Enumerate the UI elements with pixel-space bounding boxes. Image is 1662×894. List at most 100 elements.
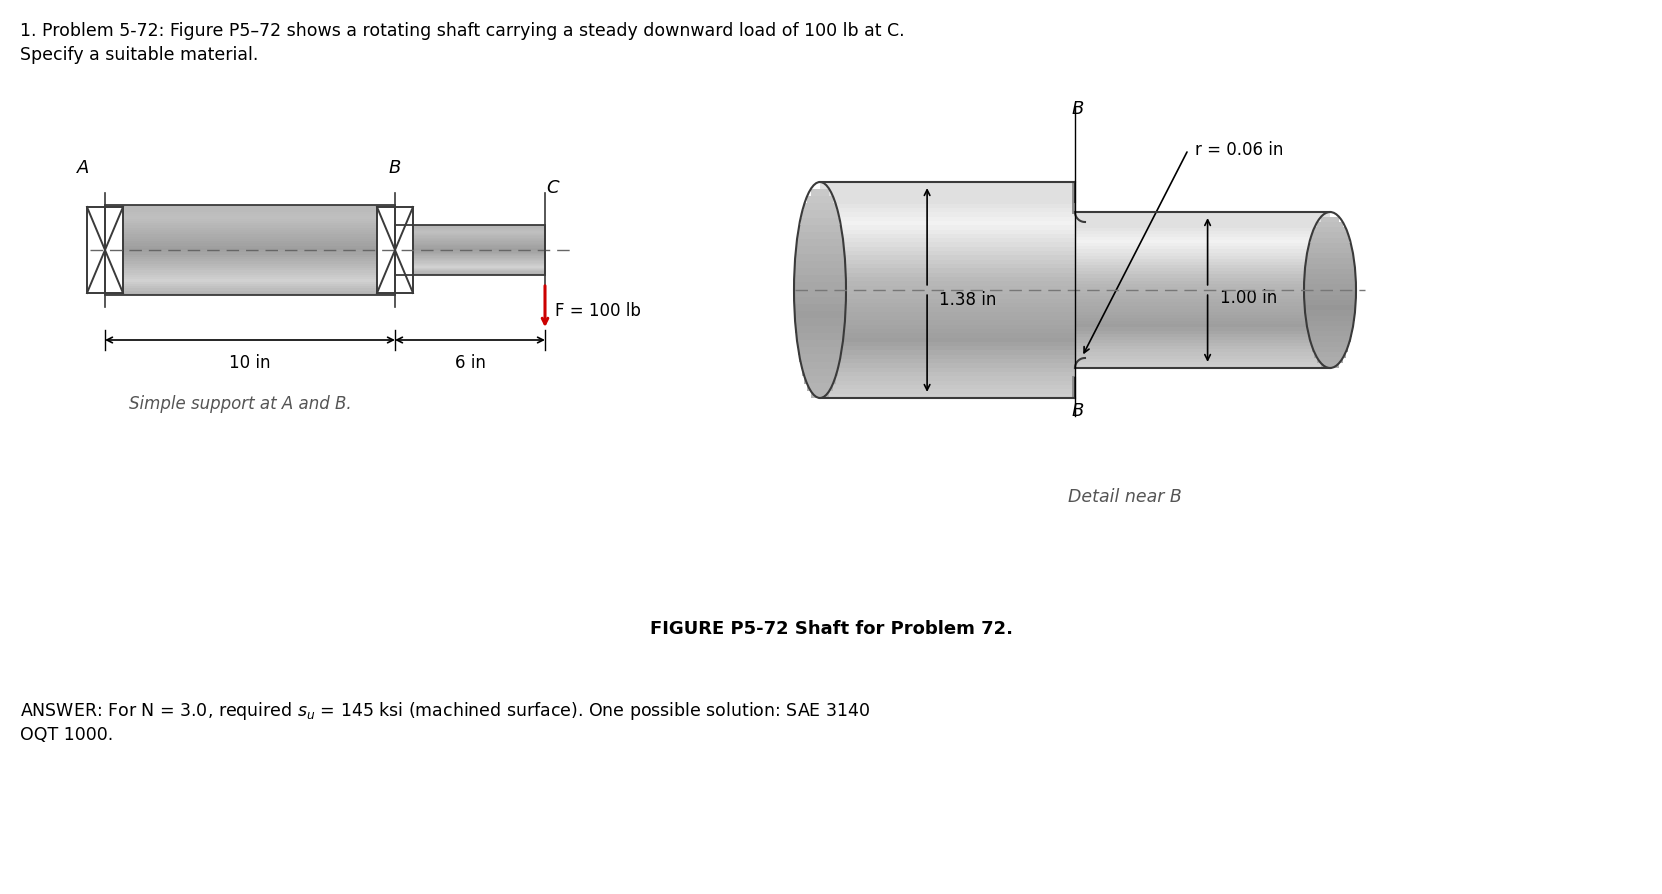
Text: Detail near B: Detail near B bbox=[1069, 488, 1182, 506]
Bar bbox=[396, 272, 545, 274]
Text: F = 100 lb: F = 100 lb bbox=[555, 302, 642, 321]
Bar bbox=[794, 311, 846, 319]
Bar bbox=[1075, 243, 1330, 247]
Bar bbox=[1075, 333, 1330, 337]
Bar bbox=[396, 240, 545, 242]
Bar bbox=[796, 254, 844, 261]
Bar bbox=[801, 361, 839, 369]
Bar bbox=[1075, 281, 1330, 284]
Bar bbox=[1075, 231, 1330, 234]
Bar bbox=[396, 267, 545, 269]
Bar bbox=[794, 283, 846, 290]
Bar bbox=[1311, 342, 1350, 347]
Bar bbox=[819, 251, 1075, 256]
Bar bbox=[396, 238, 545, 240]
Bar bbox=[794, 297, 846, 304]
Bar bbox=[105, 274, 396, 277]
Bar bbox=[396, 249, 545, 250]
Bar bbox=[819, 212, 1075, 217]
Bar bbox=[1075, 340, 1330, 343]
Bar bbox=[794, 268, 846, 275]
Bar bbox=[1075, 256, 1330, 259]
Bar bbox=[804, 375, 836, 384]
Bar bbox=[1072, 193, 1075, 204]
Bar bbox=[1305, 264, 1355, 269]
Bar bbox=[1305, 284, 1356, 290]
Bar bbox=[396, 231, 545, 232]
Bar bbox=[808, 384, 833, 391]
Text: C: C bbox=[547, 179, 560, 197]
Bar bbox=[396, 268, 545, 270]
Bar bbox=[819, 286, 1075, 291]
Bar bbox=[396, 261, 545, 263]
Bar bbox=[1075, 308, 1330, 312]
Bar bbox=[819, 264, 1075, 269]
Bar bbox=[1305, 269, 1355, 274]
Bar bbox=[1075, 325, 1330, 328]
Bar bbox=[105, 283, 396, 286]
Bar bbox=[1075, 262, 1330, 266]
Bar bbox=[1075, 362, 1330, 366]
Bar bbox=[819, 355, 1075, 359]
Bar bbox=[1075, 302, 1330, 306]
Bar bbox=[1305, 316, 1355, 321]
Bar bbox=[794, 261, 844, 268]
Bar bbox=[396, 256, 545, 257]
Bar bbox=[1075, 352, 1330, 356]
Bar bbox=[819, 195, 1075, 199]
Bar bbox=[819, 381, 1075, 385]
Bar bbox=[1075, 215, 1330, 219]
Bar bbox=[105, 238, 396, 241]
Bar bbox=[105, 245, 396, 248]
Text: 1.38 in: 1.38 in bbox=[939, 291, 997, 309]
Bar bbox=[396, 255, 545, 257]
Bar bbox=[819, 390, 1075, 394]
Bar bbox=[1308, 331, 1351, 337]
Bar bbox=[396, 250, 545, 252]
Bar bbox=[819, 238, 1075, 243]
Bar bbox=[1075, 268, 1330, 272]
Bar bbox=[1305, 305, 1356, 311]
Bar bbox=[1321, 216, 1340, 223]
Bar bbox=[819, 242, 1075, 248]
Bar bbox=[105, 240, 396, 243]
Bar bbox=[1075, 283, 1330, 287]
Bar bbox=[1075, 337, 1330, 341]
Bar bbox=[819, 186, 1075, 191]
Bar bbox=[819, 204, 1075, 208]
Bar bbox=[1321, 362, 1340, 368]
Bar bbox=[819, 273, 1075, 277]
Bar bbox=[396, 243, 545, 245]
Bar bbox=[105, 209, 396, 212]
Bar bbox=[105, 248, 396, 250]
Bar bbox=[1305, 274, 1356, 280]
Bar bbox=[1305, 290, 1356, 295]
Bar bbox=[396, 262, 545, 264]
Bar bbox=[1075, 247, 1330, 250]
Bar bbox=[105, 267, 396, 270]
Bar bbox=[796, 247, 844, 254]
Text: A: A bbox=[76, 159, 90, 177]
Bar bbox=[1313, 232, 1348, 238]
Bar bbox=[1310, 242, 1351, 249]
Bar bbox=[105, 252, 396, 255]
Bar bbox=[105, 207, 396, 209]
Bar bbox=[396, 271, 545, 273]
Bar bbox=[819, 359, 1075, 364]
Bar bbox=[1306, 253, 1353, 258]
Bar bbox=[819, 190, 1075, 196]
Bar bbox=[819, 268, 1075, 274]
Bar bbox=[1311, 238, 1350, 243]
Bar bbox=[1305, 299, 1356, 306]
Bar bbox=[396, 234, 545, 236]
Bar bbox=[1306, 326, 1353, 332]
Bar bbox=[819, 182, 1075, 187]
Bar bbox=[1075, 350, 1330, 353]
Bar bbox=[396, 259, 545, 261]
Bar bbox=[798, 340, 843, 348]
Bar bbox=[105, 232, 396, 234]
Text: B: B bbox=[1072, 402, 1084, 420]
Bar bbox=[396, 269, 545, 271]
Bar bbox=[803, 210, 838, 218]
Bar bbox=[819, 350, 1075, 355]
